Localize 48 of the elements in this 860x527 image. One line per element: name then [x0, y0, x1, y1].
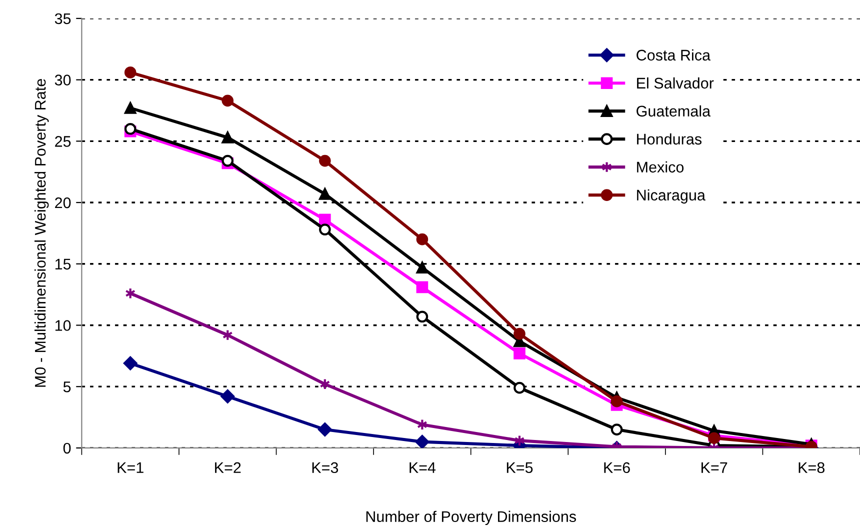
point: [514, 382, 526, 394]
legend-label: Honduras: [637, 133, 702, 145]
point: [123, 356, 138, 370]
point: [124, 102, 136, 114]
y-tick-label: 20: [55, 197, 71, 208]
point: [222, 154, 234, 167]
point: [708, 432, 720, 444]
x-tick-label: K=1: [118, 462, 144, 473]
y-tick-label: 25: [55, 136, 71, 147]
x-tick-label: K=8: [798, 462, 824, 474]
legend-label: Nicaragua: [637, 189, 706, 204]
x-tick-label: K=4: [410, 462, 436, 473]
point: [610, 424, 623, 436]
point: [319, 154, 331, 167]
point: [416, 310, 428, 323]
x-tick-label: K=2: [215, 462, 241, 473]
x-tick-label: K=7: [702, 462, 728, 473]
point: [610, 395, 623, 408]
point: [318, 422, 332, 436]
point: [319, 224, 331, 236]
point: [319, 214, 331, 226]
y-axis-title: M0 - Multidimensional Weighted Poverty Rate: [34, 79, 49, 387]
legend-label: El Salvador: [637, 77, 714, 89]
point: [416, 262, 428, 274]
legend-label: Guatemala: [636, 105, 711, 117]
point: [124, 122, 136, 135]
x-tick-label: K=5: [506, 462, 533, 474]
y-tick-label: 0: [63, 442, 71, 454]
point: [514, 348, 526, 360]
x-tick-label: K=3: [312, 462, 338, 474]
point: [220, 389, 235, 404]
legend-label: Mexico: [637, 161, 684, 173]
y-tick-label: 10: [55, 320, 71, 331]
y-tick-label: 15: [55, 258, 71, 270]
point: [222, 94, 234, 107]
x-tick-label: K=6: [604, 462, 630, 474]
point: [222, 132, 234, 144]
y-tick-label: 30: [54, 74, 71, 86]
point: [319, 188, 331, 200]
y-tick-label: 35: [54, 13, 71, 24]
x-axis-title: Number of Poverty Dimensions: [366, 510, 576, 526]
point: [416, 233, 428, 246]
point: [416, 281, 428, 294]
point: [514, 328, 526, 340]
y-tick-label: 5: [63, 382, 71, 392]
point: [124, 66, 136, 78]
legend-label: Costa Rica: [636, 49, 711, 61]
point: [415, 434, 430, 448]
